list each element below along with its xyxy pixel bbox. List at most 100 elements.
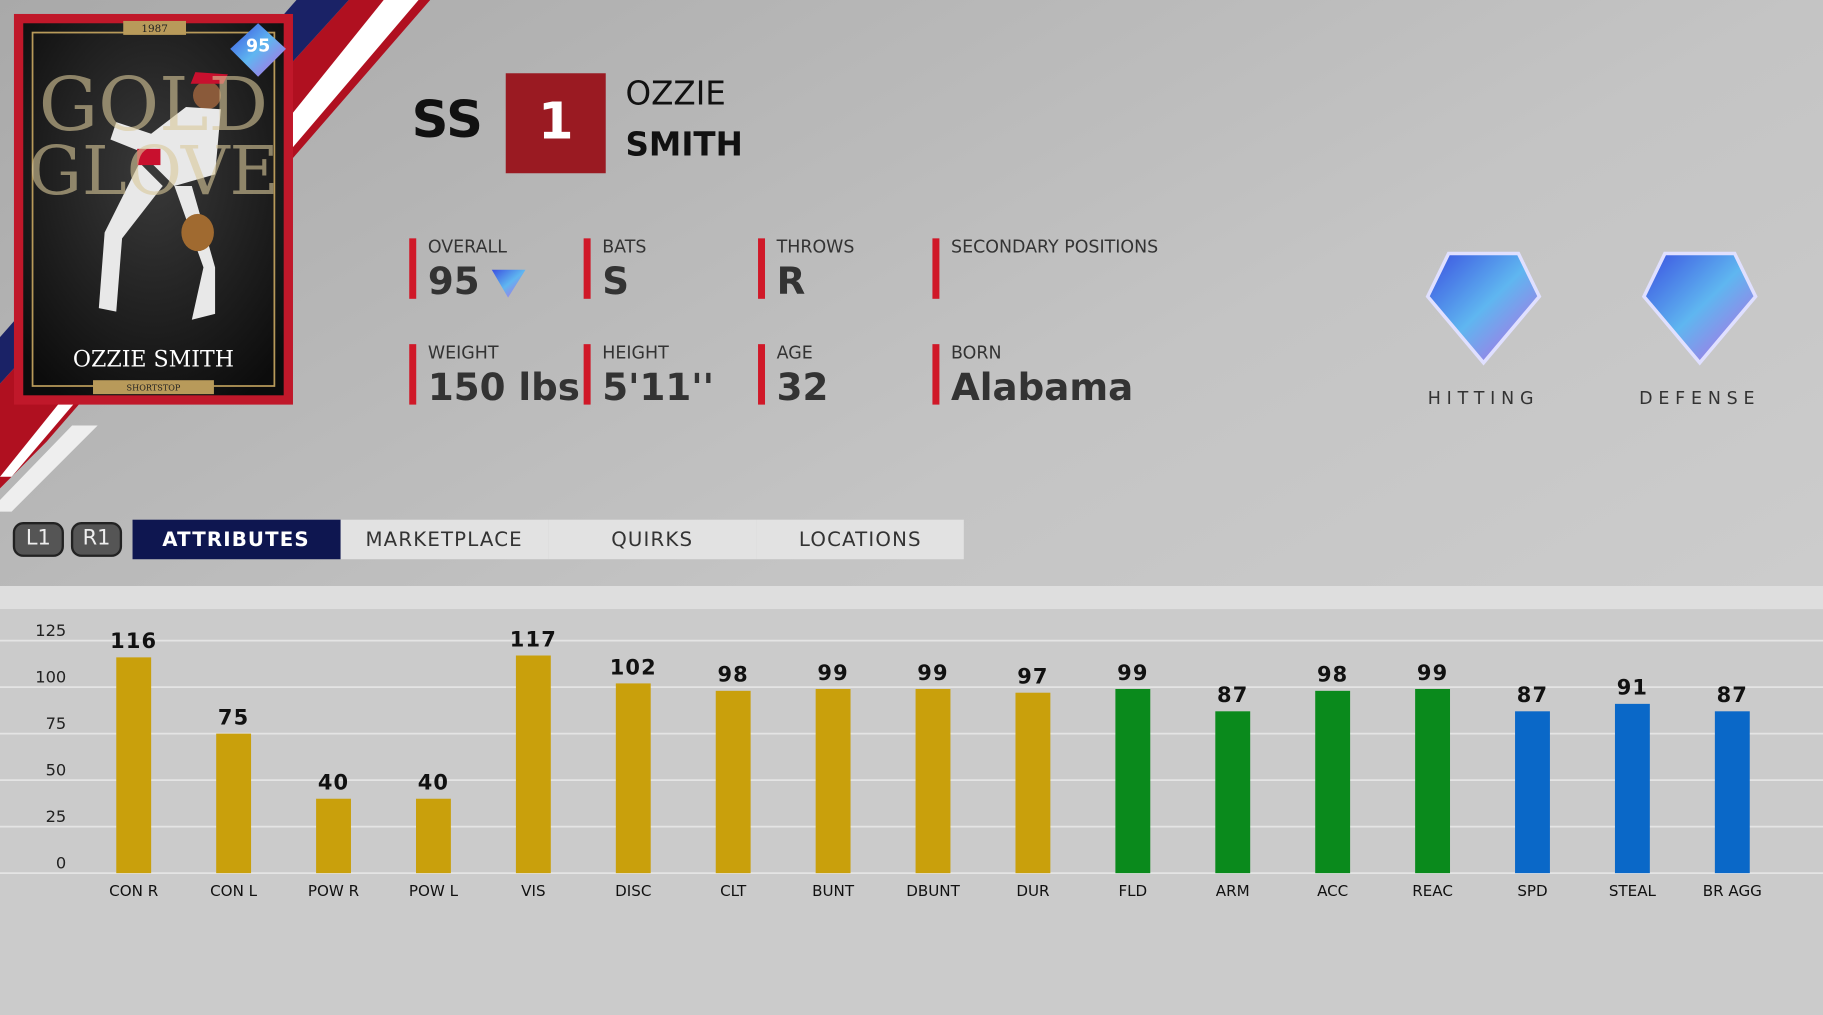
value-label: 97	[1017, 665, 1048, 689]
bar	[1614, 703, 1650, 874]
badge-icon	[1425, 251, 1542, 366]
bar	[1315, 690, 1351, 874]
value-label: 75	[218, 706, 249, 730]
value-label: 98	[717, 663, 748, 687]
field-label: BORN	[951, 343, 1002, 363]
field-label: HEIGHT	[602, 343, 669, 363]
x-tick-label: DUR	[1016, 882, 1050, 900]
x-tick-label: POW R	[308, 882, 360, 900]
bar	[416, 798, 451, 874]
value-label: 99	[1117, 661, 1148, 685]
bar	[715, 690, 751, 874]
y-tick-label: 25	[46, 807, 67, 826]
field-label: WEIGHT	[428, 343, 499, 363]
last-name: SMITH	[625, 126, 742, 164]
value-label: 99	[917, 661, 948, 685]
bar	[1714, 711, 1750, 874]
x-tick-label: VIS	[521, 882, 545, 900]
field-value: 150 lbs	[428, 365, 580, 409]
value-label: 117	[510, 627, 557, 651]
field-value: 32	[777, 365, 829, 409]
x-tick-label: FLD	[1118, 882, 1147, 900]
field-value: 5'11''	[602, 365, 714, 409]
field-marker	[409, 344, 417, 405]
field-label: AGE	[777, 343, 813, 363]
field-label: THROWS	[776, 238, 855, 258]
value-label: 91	[1617, 676, 1648, 700]
card-position-box	[93, 380, 214, 395]
x-tick-label: REAC	[1412, 882, 1453, 900]
player-figure	[98, 72, 228, 320]
position: SS	[412, 91, 483, 150]
bar	[1415, 688, 1451, 874]
y-tick-label: 50	[46, 760, 67, 779]
card-position: SHORTSTOP	[127, 382, 181, 392]
badge-icon	[1641, 251, 1758, 366]
value-label: 40	[318, 771, 349, 795]
shoulder-button[interactable]	[70, 522, 123, 557]
x-tick-label: BR AGG	[1703, 882, 1762, 900]
tab-label[interactable]: QUIRKS	[611, 528, 693, 551]
bar	[316, 798, 351, 874]
x-tick-label: POW L	[409, 882, 459, 900]
tab-label[interactable]: LOCATIONS	[799, 528, 922, 551]
bar	[615, 683, 651, 874]
x-tick-label: CON L	[210, 882, 258, 900]
tab-label[interactable]: MARKETPLACE	[365, 528, 522, 551]
shoulder-button[interactable]	[12, 522, 64, 557]
bar	[216, 733, 252, 874]
field-label: SECONDARY POSITIONS	[951, 238, 1158, 258]
bar	[915, 688, 951, 874]
value-label: 87	[1217, 683, 1248, 707]
shoulder-button-label[interactable]: R1	[83, 525, 111, 549]
field-marker	[583, 238, 591, 299]
field-label: BATS	[602, 238, 646, 258]
bar	[815, 688, 851, 874]
x-tick-label: CLT	[720, 882, 747, 900]
field-marker	[758, 344, 766, 405]
field-marker	[932, 344, 940, 405]
y-tick-label: 100	[35, 667, 66, 686]
card-year: 1987	[141, 23, 168, 35]
card-year-box	[123, 20, 187, 35]
stripe	[0, 425, 98, 512]
shoulder-button-label[interactable]: L1	[26, 525, 51, 549]
y-tick-label: 75	[46, 714, 67, 733]
card-face	[23, 23, 284, 396]
bar	[1515, 711, 1550, 874]
value-label: 40	[418, 771, 449, 795]
value-label: 98	[1317, 663, 1348, 687]
card-title: GOLD	[39, 61, 268, 148]
overall-diamond	[491, 269, 526, 298]
number-box	[505, 73, 606, 174]
x-tick-label: CON R	[109, 882, 159, 900]
field-value: S	[602, 259, 629, 303]
first-name: OZZIE	[625, 74, 725, 112]
field-value: R	[777, 259, 806, 303]
value-label: 87	[1517, 683, 1548, 707]
x-tick-label: DBUNT	[906, 882, 960, 900]
tab[interactable]	[548, 519, 757, 560]
field-marker	[583, 344, 591, 405]
x-tick-label: SPD	[1517, 882, 1547, 900]
value-label: 99	[817, 661, 848, 685]
field-marker	[758, 238, 766, 299]
bar	[116, 657, 152, 874]
field-marker	[932, 238, 940, 299]
field-value: 95	[428, 259, 480, 303]
value-label: 99	[1417, 661, 1448, 685]
x-tick-label: ACC	[1317, 882, 1348, 900]
tab-label[interactable]: ATTRIBUTES	[162, 528, 310, 551]
y-tick-label: 0	[56, 853, 66, 872]
x-tick-label: DISC	[615, 882, 651, 900]
value-label: 102	[610, 655, 657, 679]
tab[interactable]	[132, 519, 341, 560]
tab[interactable]	[340, 519, 549, 560]
bar	[515, 655, 551, 874]
jersey-number: 1	[538, 92, 574, 151]
field-label: OVERALL	[428, 238, 507, 258]
tab[interactable]	[756, 519, 964, 560]
x-tick-label: BUNT	[812, 882, 855, 900]
x-tick-label: STEAL	[1609, 882, 1657, 900]
